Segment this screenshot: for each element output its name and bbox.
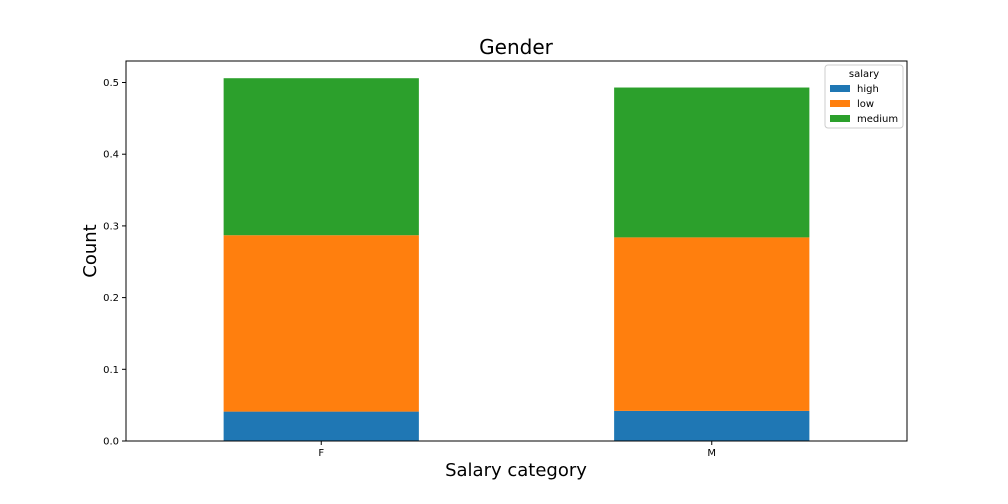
y-tick-label: 0.0 [103, 437, 119, 448]
legend-swatch-high [830, 85, 850, 92]
bar-medium-M [614, 87, 810, 238]
y-axis: 0.0 0.1 0.2 0.3 0.4 0.5 [103, 78, 126, 448]
plot-frame [125, 60, 908, 442]
y-axis-title: Count [80, 224, 101, 277]
x-tick-label: F [318, 448, 324, 459]
y-tick-label: 0.4 [103, 150, 119, 161]
legend-label-high: high [857, 84, 879, 95]
bar-medium-F [223, 78, 419, 236]
y-tick-label: 0.5 [103, 78, 119, 89]
legend-swatch-low [830, 100, 850, 107]
chart-title: Gender [479, 35, 553, 59]
bar-high-F [223, 411, 419, 441]
bars-group [223, 78, 810, 441]
legend-title: salary [849, 69, 879, 80]
legend-box [824, 64, 904, 129]
y-tick-label: 0.2 [103, 293, 119, 304]
bar-low-F [223, 235, 419, 412]
bar-high-M [614, 410, 810, 441]
legend: salary high low medium [824, 64, 904, 129]
x-axis-title: Salary category [445, 460, 587, 481]
x-tick-label: M [707, 448, 716, 459]
legend-swatch-medium [830, 115, 850, 122]
legend-label-low: low [857, 99, 874, 110]
legend-label-medium: medium [857, 114, 898, 125]
y-tick-label: 0.1 [103, 365, 119, 376]
bar-low-M [614, 237, 810, 411]
y-tick-label: 0.3 [103, 221, 119, 232]
